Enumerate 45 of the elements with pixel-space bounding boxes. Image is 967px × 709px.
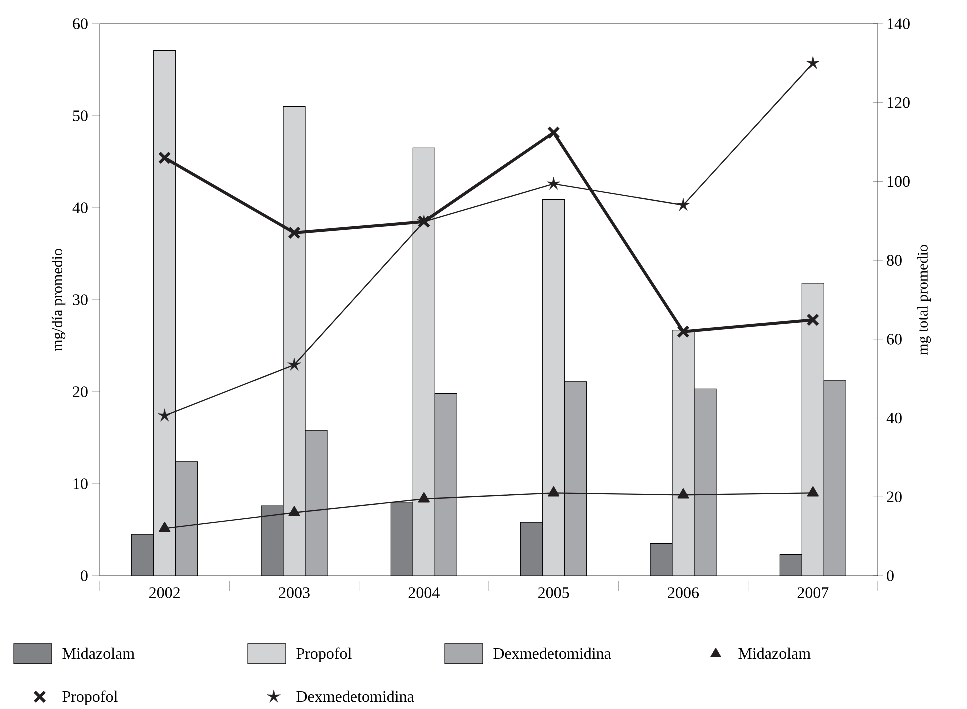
x-tick-label: 2003: [279, 588, 310, 598]
y2-tick-label: 140: [888, 18, 910, 30]
y-tick-label: 50: [73, 110, 88, 122]
point: [158, 408, 172, 422]
point: [288, 506, 300, 516]
point: [158, 152, 172, 164]
point: [547, 126, 560, 140]
point: [159, 522, 171, 532]
y-tick-label: 20: [73, 386, 88, 398]
y2-tick-label: 80: [887, 255, 902, 266]
point: [548, 486, 560, 497]
y-tick-label: 0: [81, 570, 88, 582]
y-tick-label: 60: [73, 18, 88, 30]
y2-axis-title: mg total promedio: [917, 245, 932, 356]
x-tick-label: 2004: [408, 588, 440, 598]
legend-label: Dexmedetomidina: [296, 690, 414, 702]
point: [547, 176, 561, 190]
point: [288, 226, 301, 240]
point: [676, 198, 690, 212]
y2-tick-label: 0: [887, 570, 894, 582]
x-tick-label: 2005: [538, 588, 570, 598]
x-tick-label: 2002: [150, 588, 180, 598]
legend-label: Propofol: [296, 648, 352, 662]
point: [678, 488, 690, 499]
legend-label: Midazolam: [738, 648, 811, 660]
legend-label: Midazolam: [62, 648, 135, 660]
point: [807, 486, 819, 497]
point: [418, 492, 430, 503]
point: [806, 56, 820, 70]
y-tick-label: 40: [72, 202, 88, 214]
y2-tick-label: 60: [887, 334, 902, 345]
legend-label: Propofol: [62, 690, 118, 706]
point: [288, 358, 302, 371]
legend-label: Dexmedetomidina: [494, 648, 612, 660]
y-axis-title: mg/día promedio: [52, 249, 66, 352]
x-tick-label: 2006: [668, 588, 700, 598]
y2-tick-label: 100: [888, 176, 910, 188]
x-tick-label: 2007: [798, 588, 829, 598]
y2-tick-label: 120: [888, 97, 910, 108]
y-tick-label: 10: [74, 478, 88, 490]
y2-tick-label: 40: [886, 412, 902, 424]
point: [677, 325, 690, 338]
y2-tick-label: 20: [887, 492, 902, 503]
y-tick-label: 30: [73, 294, 88, 306]
point: [806, 314, 820, 327]
